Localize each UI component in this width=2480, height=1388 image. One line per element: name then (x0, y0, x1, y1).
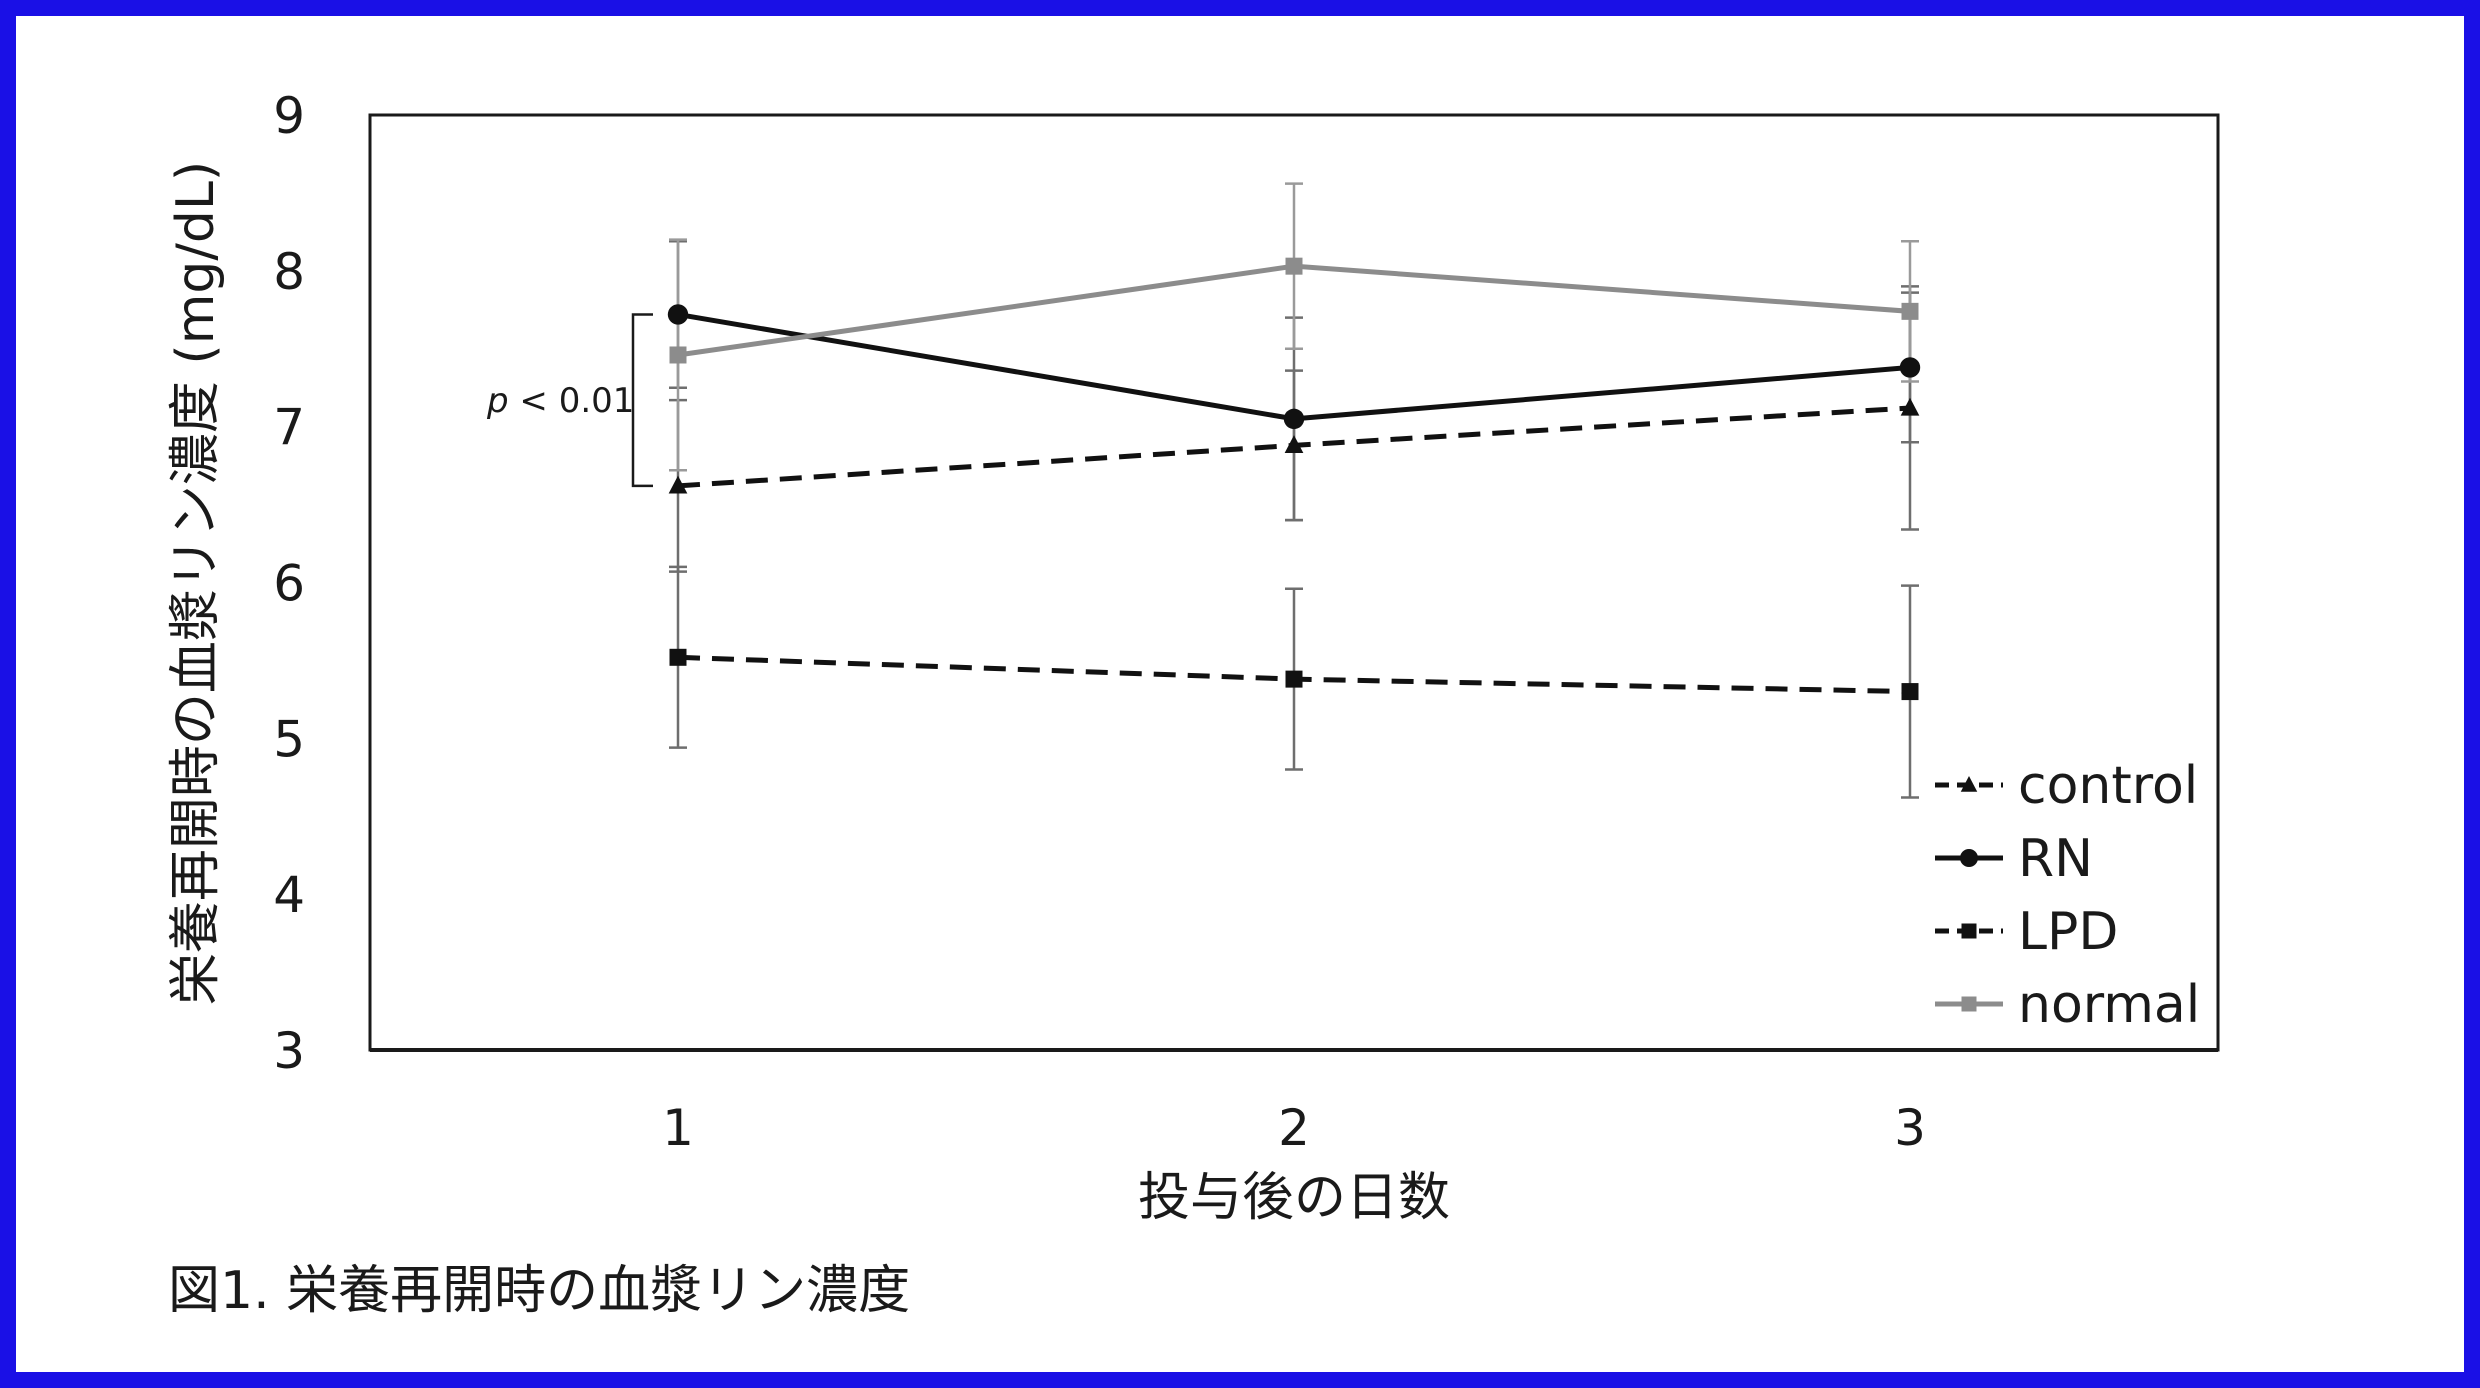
data-point-normal-day1 (669, 346, 687, 364)
data-point-control-day1 (668, 475, 688, 494)
data-point-control-day2 (1284, 435, 1304, 454)
legend-entry-control: control (1935, 756, 2198, 816)
y-tick-label-3: 3 (273, 1022, 305, 1080)
y-tick-label-7: 7 (273, 399, 305, 457)
legend-marker-normal (1961, 996, 1977, 1012)
legend-label-control: control (2018, 756, 2198, 816)
legend: control RN LPD normal (1935, 756, 2200, 1035)
x-tick-label-3: 3 (1894, 1099, 1926, 1157)
data-point-rn-day2 (1283, 408, 1305, 430)
legend-label-rn: RN (2018, 829, 2093, 889)
axes-layer: 3 4 5 6 7 8 9 1 2 3 (273, 87, 2218, 1157)
y-tick-label-9: 9 (273, 87, 305, 145)
data-point-control-day3 (1900, 397, 1920, 416)
data-point-rn-day1 (667, 304, 689, 325)
significance-label: p < 0.01 (486, 381, 634, 421)
legend-marker-control (1960, 776, 1978, 792)
markers-layer (667, 257, 1921, 701)
data-point-lpd-day3 (1901, 683, 1919, 701)
data-point-normal-day3 (1901, 302, 1919, 320)
data-point-normal-day2 (1285, 257, 1303, 275)
legend-label-lpd: LPD (2018, 902, 2118, 962)
significance-label-p: p (486, 381, 509, 421)
y-tick-label-5: 5 (273, 710, 305, 768)
y-tick-label-8: 8 (273, 243, 305, 301)
y-tick-label-4: 4 (273, 866, 305, 924)
data-point-lpd-day1 (669, 648, 687, 666)
x-tick-label-1: 1 (662, 1099, 694, 1157)
figure-caption: 図1. 栄養再開時の血漿リン濃度 (168, 1261, 910, 1321)
data-point-lpd-day2 (1285, 670, 1303, 688)
significance-label-rest: < 0.01 (509, 381, 635, 421)
legend-entry-normal: normal (1935, 975, 2200, 1035)
significance-annotation: p < 0.01 (486, 313, 653, 488)
y-tick-label-6: 6 (273, 555, 305, 613)
y-axis-title: 栄養再開時の血漿リン濃度 (mg/dL) (166, 161, 226, 1005)
data-point-rn-day3 (1899, 357, 1921, 378)
x-axis-title: 投与後の日数 (1138, 1168, 1450, 1228)
legend-entry-lpd: LPD (1935, 902, 2118, 962)
legend-marker-rn (1960, 849, 1978, 867)
error-bars-layer (669, 182, 1919, 799)
x-tick-label-2: 2 (1278, 1099, 1310, 1157)
legend-entry-rn: RN (1935, 829, 2093, 889)
legend-label-normal: normal (2018, 975, 2200, 1035)
legend-marker-lpd (1961, 923, 1977, 939)
significance-bracket (631, 313, 653, 488)
